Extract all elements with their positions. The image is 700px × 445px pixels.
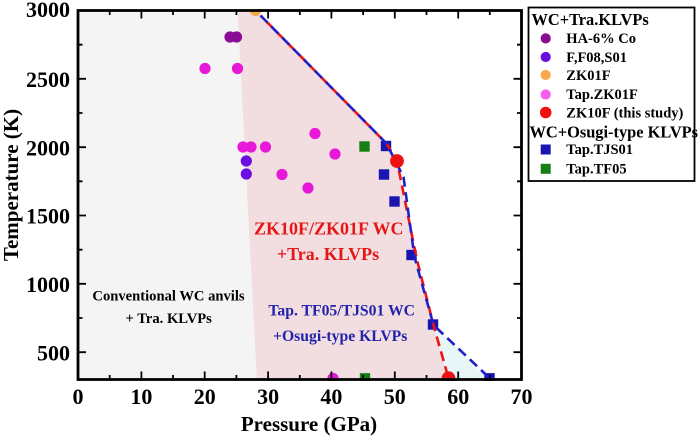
svg-text:Tap. TF05/TJS01 WC: Tap. TF05/TJS01 WC xyxy=(268,303,415,320)
svg-text:ZK01F: ZK01F xyxy=(566,68,610,84)
svg-text:30: 30 xyxy=(257,384,279,409)
svg-text:Tap.TJS01: Tap.TJS01 xyxy=(566,142,633,158)
svg-text:40: 40 xyxy=(320,384,342,409)
svg-text:500: 500 xyxy=(37,340,70,365)
svg-text:3000: 3000 xyxy=(26,0,70,22)
svg-text:0: 0 xyxy=(73,384,84,409)
svg-text:Tap.ZK01F: Tap.ZK01F xyxy=(566,87,638,103)
svg-text:2000: 2000 xyxy=(26,135,70,160)
svg-text:HA-6% Co: HA-6% Co xyxy=(566,31,636,47)
svg-text:Conventional WC anvils: Conventional WC anvils xyxy=(92,288,245,304)
svg-text:Tap.TF05: Tap.TF05 xyxy=(566,162,626,178)
svg-text:Temperature (K): Temperature (K) xyxy=(0,109,23,261)
svg-text:50: 50 xyxy=(384,384,406,409)
svg-text:Pressure (GPa): Pressure (GPa) xyxy=(241,412,377,436)
svg-text:ZK10F/ZK01F WC: ZK10F/ZK01F WC xyxy=(254,218,404,238)
svg-text:70: 70 xyxy=(511,384,533,409)
svg-text:WC+Tra.KLVPs: WC+Tra.KLVPs xyxy=(532,10,649,29)
svg-text:1500: 1500 xyxy=(26,204,70,229)
svg-text:60: 60 xyxy=(447,384,469,409)
svg-text:10: 10 xyxy=(130,384,152,409)
svg-text:ZK10F (this study): ZK10F (this study) xyxy=(566,105,683,121)
svg-text:2500: 2500 xyxy=(26,67,70,92)
svg-text:+Osugi-type KLVPs: +Osugi-type KLVPs xyxy=(273,328,407,345)
svg-text:20: 20 xyxy=(194,384,216,409)
svg-text:1000: 1000 xyxy=(26,272,70,297)
svg-text:WC+Osugi-type KLVPs: WC+Osugi-type KLVPs xyxy=(530,123,699,142)
svg-text:+ Tra. KLVPs: + Tra. KLVPs xyxy=(126,311,213,327)
svg-text:F,F08,S01: F,F08,S01 xyxy=(566,50,627,66)
svg-text:+Tra. KLVPs: +Tra. KLVPs xyxy=(277,244,379,264)
